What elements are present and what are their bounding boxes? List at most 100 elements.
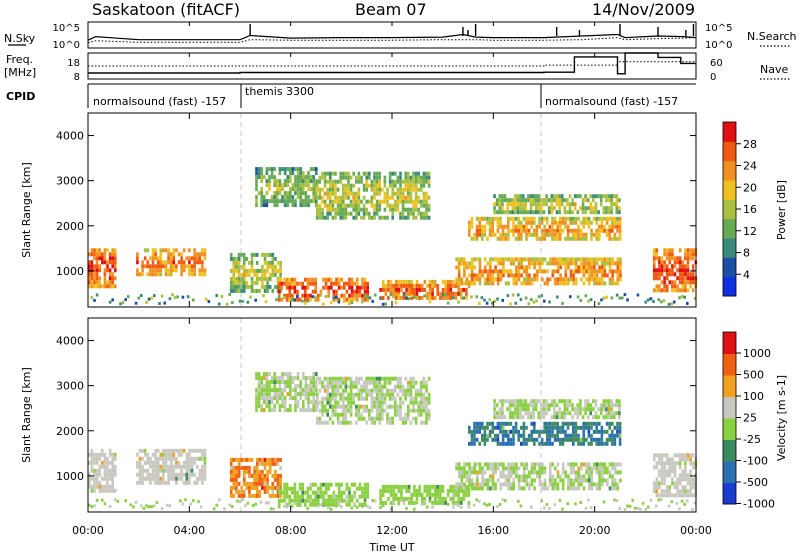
heatmap-cell (356, 281, 359, 286)
heatmap-cell (273, 175, 276, 180)
heatmap-cell (167, 456, 170, 461)
heatmap-cell (162, 452, 165, 457)
heatmap-cell (114, 468, 117, 473)
heatmap-cell (691, 477, 695, 482)
heatmap-cell (410, 492, 414, 497)
heatmap-cell (566, 216, 570, 221)
heatmap-cell (494, 466, 497, 471)
heatmap-cell (127, 295, 130, 299)
heatmap-cell (336, 400, 340, 405)
heatmap-cell (379, 488, 382, 493)
heatmap-cell (548, 466, 552, 471)
heatmap-cell (315, 199, 318, 204)
heatmap-cell (441, 295, 445, 300)
heatmap-cell (350, 285, 354, 290)
heatmap-cell (535, 224, 539, 229)
heatmap-cell (465, 291, 468, 296)
heatmap-cell (260, 187, 263, 192)
heatmap-cell (567, 261, 570, 266)
heatmap-cell (332, 296, 335, 300)
heatmap-cell (522, 421, 526, 426)
heatmap-cell (561, 228, 565, 233)
heatmap-cell (517, 437, 520, 442)
heatmap-cell (355, 215, 358, 220)
heatmap-cell (286, 199, 289, 204)
heatmap-cell (525, 265, 529, 270)
heatmap-cell (473, 441, 476, 446)
heatmap-cell (164, 460, 168, 465)
heatmap-cell (88, 284, 91, 289)
heatmap-cell (559, 478, 562, 483)
heatmap-cell (425, 408, 428, 413)
heatmap-cell (454, 291, 458, 296)
heatmap-cell (551, 441, 554, 446)
heatmap-cell (93, 256, 96, 261)
heatmap-cell (304, 183, 308, 188)
heatmap-cell (527, 216, 531, 221)
heatmap-cell (520, 273, 523, 278)
heatmap-cell (370, 408, 374, 413)
heatmap-cell (289, 384, 292, 389)
heatmap-cell (488, 216, 492, 221)
heatmap-cell (357, 404, 361, 409)
heatmap-cell (603, 429, 606, 434)
heatmap-cell (248, 473, 251, 478)
heatmap-cell (590, 433, 593, 438)
heatmap-cell (592, 198, 595, 203)
heatmap-cell (363, 498, 367, 503)
heatmap-cell (258, 477, 262, 482)
heatmap-cell (540, 228, 544, 233)
heatmap-cell (527, 198, 530, 203)
heatmap-cell (501, 407, 504, 412)
heatmap-cell (329, 199, 332, 204)
heatmap-cell (520, 257, 523, 262)
heatmap-cell (306, 293, 310, 298)
colorbar-tick-label: -100 (743, 455, 768, 468)
heatmap-cell (660, 481, 664, 486)
heatmap-cell (286, 167, 289, 172)
heatmap-cell (180, 272, 183, 277)
heatmap-cell (619, 261, 622, 266)
heatmap-cell (425, 396, 428, 401)
heatmap-cell (245, 485, 249, 490)
heatmap-cell (420, 412, 423, 417)
y-tick-label: 3000 (56, 380, 84, 393)
heatmap-cell (507, 437, 510, 442)
heatmap-cell (201, 252, 204, 257)
heatmap-cell (401, 191, 405, 196)
heatmap-cell (378, 392, 381, 397)
heatmap-cell (611, 433, 614, 438)
heatmap-cell (215, 294, 218, 297)
heatmap-cell (193, 460, 196, 465)
heatmap-cell (686, 252, 690, 257)
heatmap-cell (114, 256, 117, 261)
heatmap-cell (255, 461, 259, 466)
heatmap-cell (465, 492, 468, 497)
heatmap-cell (551, 228, 554, 233)
heatmap-cell (245, 457, 249, 462)
heatmap-cell (272, 507, 276, 511)
heatmap-cell (156, 480, 160, 485)
heatmap-cell (353, 490, 356, 495)
heatmap-cell (543, 281, 547, 286)
heatmap-cell (344, 380, 348, 385)
heatmap-cell (483, 502, 486, 506)
heatmap-cell (593, 265, 596, 270)
heatmap-cell (298, 494, 302, 499)
heatmap-cell (342, 396, 345, 401)
heatmap-cell (323, 203, 327, 208)
heatmap-cell (587, 220, 591, 225)
heatmap-cell (600, 470, 604, 475)
heatmap-cell (326, 380, 329, 385)
heatmap-cell (175, 264, 178, 269)
heatmap-cell (146, 468, 150, 473)
heatmap-cell (388, 171, 392, 176)
heatmap-cell (600, 462, 604, 467)
heatmap-cell (691, 256, 695, 261)
heatmap-cell (387, 283, 390, 288)
heatmap-cell (309, 297, 312, 302)
heatmap-cell (255, 268, 259, 273)
heatmap-cell (98, 452, 101, 457)
heatmap-cell (611, 216, 614, 221)
heatmap-cell (514, 403, 517, 408)
